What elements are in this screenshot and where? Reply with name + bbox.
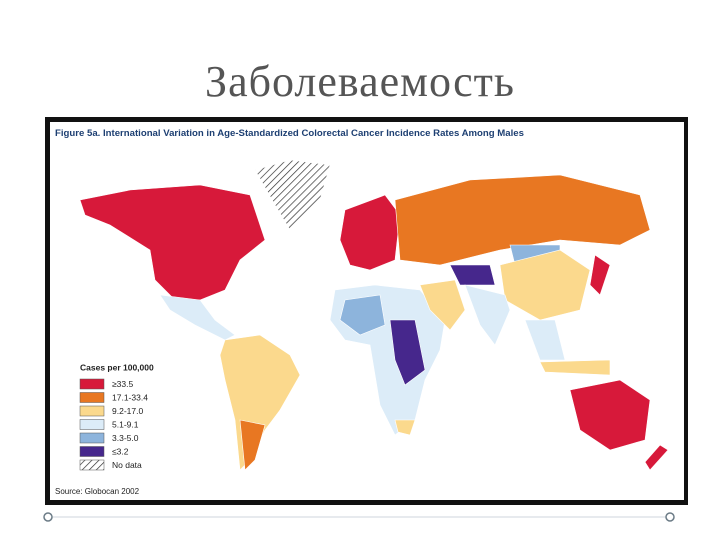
legend-label: ≤3.2: [112, 446, 129, 456]
legend-label: 3.3-5.0: [112, 433, 139, 443]
india: [464, 284, 511, 346]
middle-east: [419, 279, 466, 331]
japan: [589, 254, 611, 296]
southern-africa: [394, 419, 416, 436]
slide-title: Заболеваемость: [205, 57, 515, 106]
legend-box: [74, 358, 174, 476]
legend-swatch: [79, 432, 105, 444]
russia: [394, 174, 651, 266]
figure-title: Figure 5a. International Variation in Ag…: [55, 128, 524, 139]
ornament-dot: [665, 512, 675, 522]
legend: ≥33.5 17.1-33.4 9.2-17.0 5.1-9.1 3.3-5.0 ≤3.2…: [79, 378, 148, 471]
legend-swatch: [79, 459, 105, 471]
west-africa: [339, 294, 386, 336]
legend-label: ≥33.5: [112, 379, 133, 389]
legend-label: No data: [112, 460, 142, 470]
europe: [339, 194, 401, 271]
legend-swatch: [79, 419, 105, 430]
north-america: [79, 184, 266, 301]
legend-swatch: [79, 378, 105, 390]
ornament-dot: [43, 512, 53, 522]
legend-swatch: [79, 405, 105, 417]
central-america: [159, 294, 236, 341]
argentina: [239, 419, 266, 471]
legend-title: Cases per 100,000: [80, 362, 154, 372]
legend-label: 17.1-33.4: [112, 392, 148, 402]
greenland: [254, 159, 331, 231]
new-zealand: [644, 444, 669, 471]
central-asia: [449, 264, 496, 286]
legend-label: 9.2-17.0: [112, 406, 143, 416]
southeast-asia: [524, 319, 566, 361]
australia: [569, 379, 651, 451]
indonesia: [539, 359, 611, 376]
source: Source: Globocan 2002: [55, 487, 140, 496]
legend-label: 5.1-9.1: [112, 419, 139, 429]
legend-swatch: [79, 446, 105, 457]
legend-swatch: [79, 392, 105, 403]
world-map: [79, 159, 669, 471]
central-africa: [389, 319, 426, 386]
